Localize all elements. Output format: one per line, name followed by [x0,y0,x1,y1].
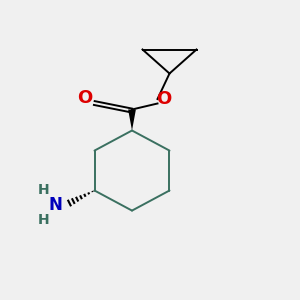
Text: O: O [78,89,93,107]
Text: N: N [49,196,62,214]
Text: H: H [38,214,49,227]
Text: H: H [38,184,49,197]
Text: O: O [157,90,172,108]
Polygon shape [128,110,136,130]
